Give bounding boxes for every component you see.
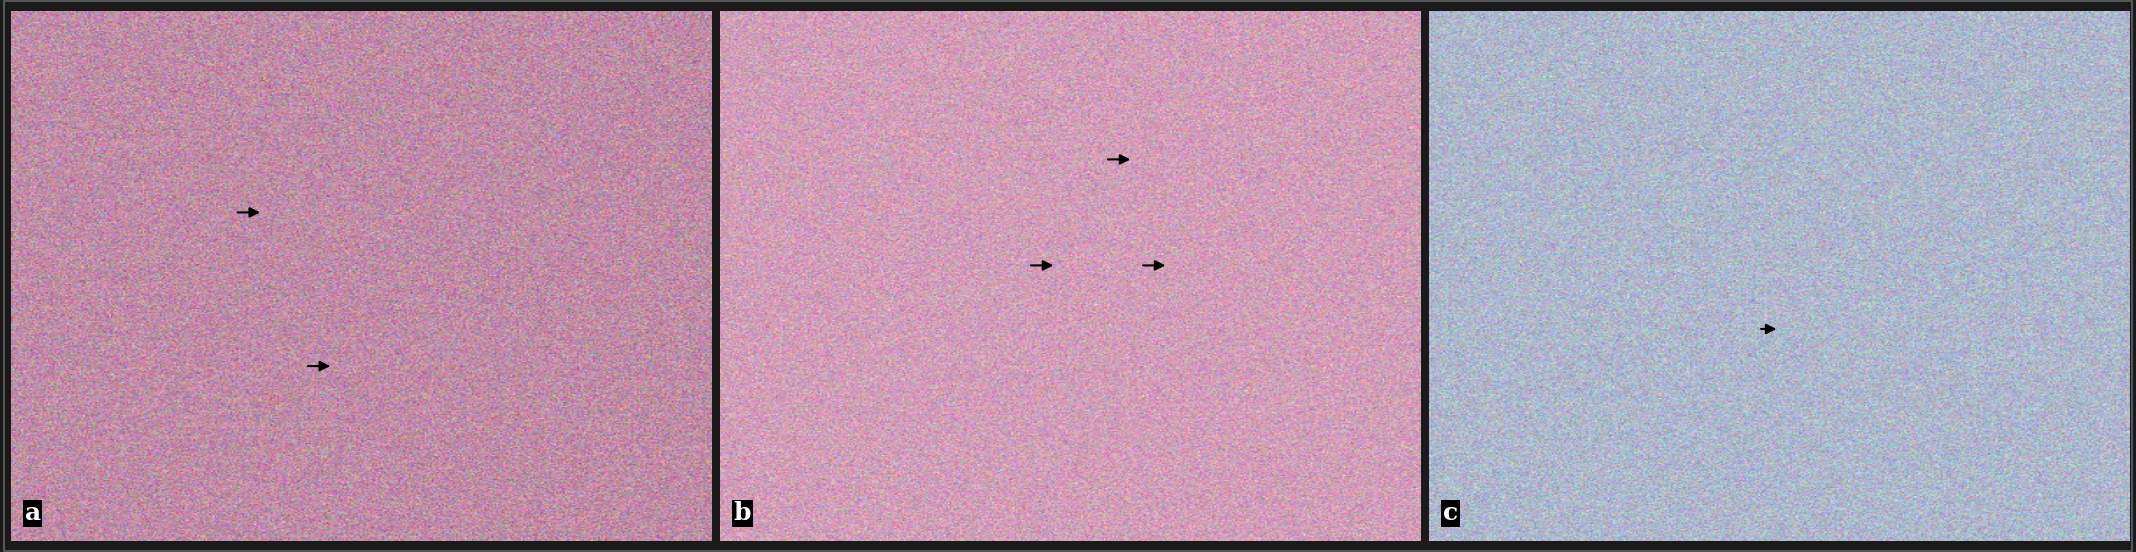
Text: a: a: [26, 501, 41, 525]
Text: b: b: [735, 501, 752, 525]
Text: c: c: [1444, 501, 1459, 525]
